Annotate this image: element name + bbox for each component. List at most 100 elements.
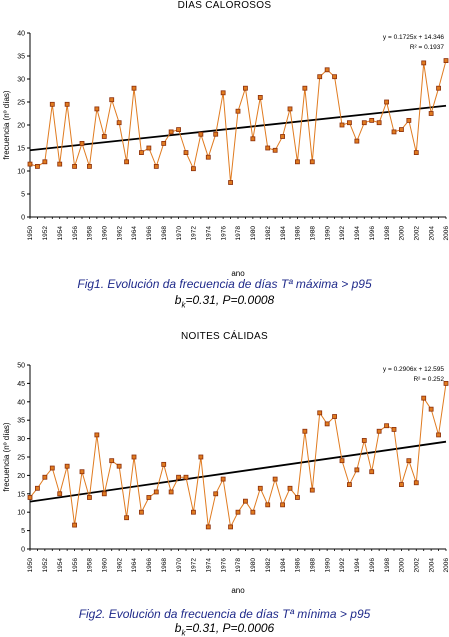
data-point [436, 85, 441, 91]
x-tick-label: 1996 [369, 226, 376, 241]
data-point [391, 129, 397, 135]
x-tick-label: 1962 [116, 226, 123, 241]
data-point [205, 524, 211, 530]
x-tick-label: 1956 [72, 558, 79, 573]
data-point [235, 509, 241, 515]
data-point [369, 118, 375, 123]
data-point [213, 491, 219, 497]
x-tick-label: 1984 [280, 226, 287, 241]
data-point [354, 138, 360, 144]
data-point [384, 99, 389, 105]
data-point [250, 136, 256, 142]
series-line [29, 383, 447, 529]
data-point [49, 465, 55, 471]
trend-line [29, 440, 447, 503]
x-tick-label: 1990 [324, 226, 331, 241]
data-point [220, 90, 226, 96]
x-tick-label: 1994 [354, 226, 361, 241]
data-point [168, 489, 174, 495]
x-tick-label: 1976 [220, 558, 227, 573]
x-tick-label: 1980 [250, 226, 257, 241]
data-point [139, 150, 144, 156]
y-tick-label: 15 [17, 491, 25, 498]
y-tick-label: 40 [17, 31, 25, 38]
chart1-stats-values: =0.31, P=0.0008 [185, 293, 275, 307]
data-point [399, 127, 404, 132]
data-point [228, 524, 233, 530]
x-tick-label: 1954 [57, 226, 64, 241]
data-point [324, 421, 330, 427]
x-tick-label: 1970 [176, 558, 183, 573]
x-tick-label: 2004 [428, 226, 435, 241]
y-axis-label: frecuencia (nº días) [2, 90, 11, 160]
x-tick-label: 1966 [146, 226, 153, 241]
y-tick-label: 25 [17, 100, 25, 107]
chart2-plot: 0 5 10 15 20 25 30 35 40 45 50 1950 1952 1954 1956 1958… [2, 363, 449, 596]
data-point [272, 147, 278, 153]
data-point [27, 495, 33, 500]
data-point [57, 491, 63, 497]
data-point [376, 120, 382, 126]
x-tick-label: 1982 [265, 226, 272, 241]
data-point [87, 163, 92, 169]
data-point [183, 150, 189, 156]
data-point [101, 491, 107, 497]
x-tick-label: 2000 [399, 226, 406, 241]
x-tick-label: 2000 [399, 558, 406, 573]
data-point [309, 487, 315, 493]
data-point [79, 469, 85, 475]
y-tick-label: 0 [21, 547, 25, 554]
y-tick-label: 20 [17, 123, 25, 130]
data-point [72, 163, 77, 169]
x-tick-label: 1968 [161, 226, 168, 241]
y-tick-label: 45 [17, 381, 25, 388]
data-point [42, 474, 48, 480]
y-tick-label: 50 [17, 363, 25, 370]
chart2-title: NOITES CÁLIDAS [181, 331, 268, 342]
data-point [391, 427, 397, 432]
regression-annotation: y = 0.1725x + 14.346 [383, 34, 444, 41]
y-tick-label: 10 [17, 169, 25, 176]
x-tick-label: 1964 [131, 558, 138, 573]
data-point [369, 469, 375, 475]
data-point [116, 120, 122, 126]
data-point [205, 154, 211, 160]
data-point [295, 495, 300, 500]
data-point [176, 127, 181, 132]
data-point [399, 482, 404, 487]
y-tick-label: 10 [17, 510, 25, 517]
data-point [42, 159, 48, 165]
x-tick-label: 1986 [295, 226, 302, 241]
x-tick-label: 1974 [205, 226, 212, 241]
data-point [287, 485, 293, 491]
x-axis-label: ano [231, 586, 245, 595]
regression-annotation: R² = 0.1937 [410, 44, 445, 51]
data-point [198, 454, 204, 460]
chart1-stats-sub: k [181, 300, 186, 310]
data-point [131, 85, 137, 91]
x-tick-label: 2004 [428, 558, 435, 573]
data-point [57, 161, 63, 167]
data-point [443, 380, 449, 386]
data-point [376, 428, 382, 434]
data-point [49, 101, 55, 107]
data-point [257, 95, 263, 100]
x-tick-label: 2006 [443, 558, 449, 573]
data-point [250, 509, 256, 515]
data-point [428, 111, 434, 116]
x-tick-label: 1950 [27, 558, 34, 573]
x-tick-label: 1960 [101, 558, 108, 573]
data-point [384, 423, 389, 429]
x-tick-label: 1994 [354, 558, 361, 573]
data-point [139, 509, 144, 515]
y-tick-label: 5 [21, 192, 25, 199]
x-tick-label: 1980 [250, 558, 257, 573]
x-tick-label: 1958 [87, 558, 94, 573]
y-tick-label: 25 [17, 455, 25, 462]
x-tick-label: 1992 [339, 226, 346, 241]
data-point [124, 159, 129, 165]
data-point [287, 106, 293, 112]
x-tick-label: 1964 [131, 226, 138, 241]
x-tick-label: 1998 [384, 226, 391, 241]
data-point [213, 131, 219, 137]
